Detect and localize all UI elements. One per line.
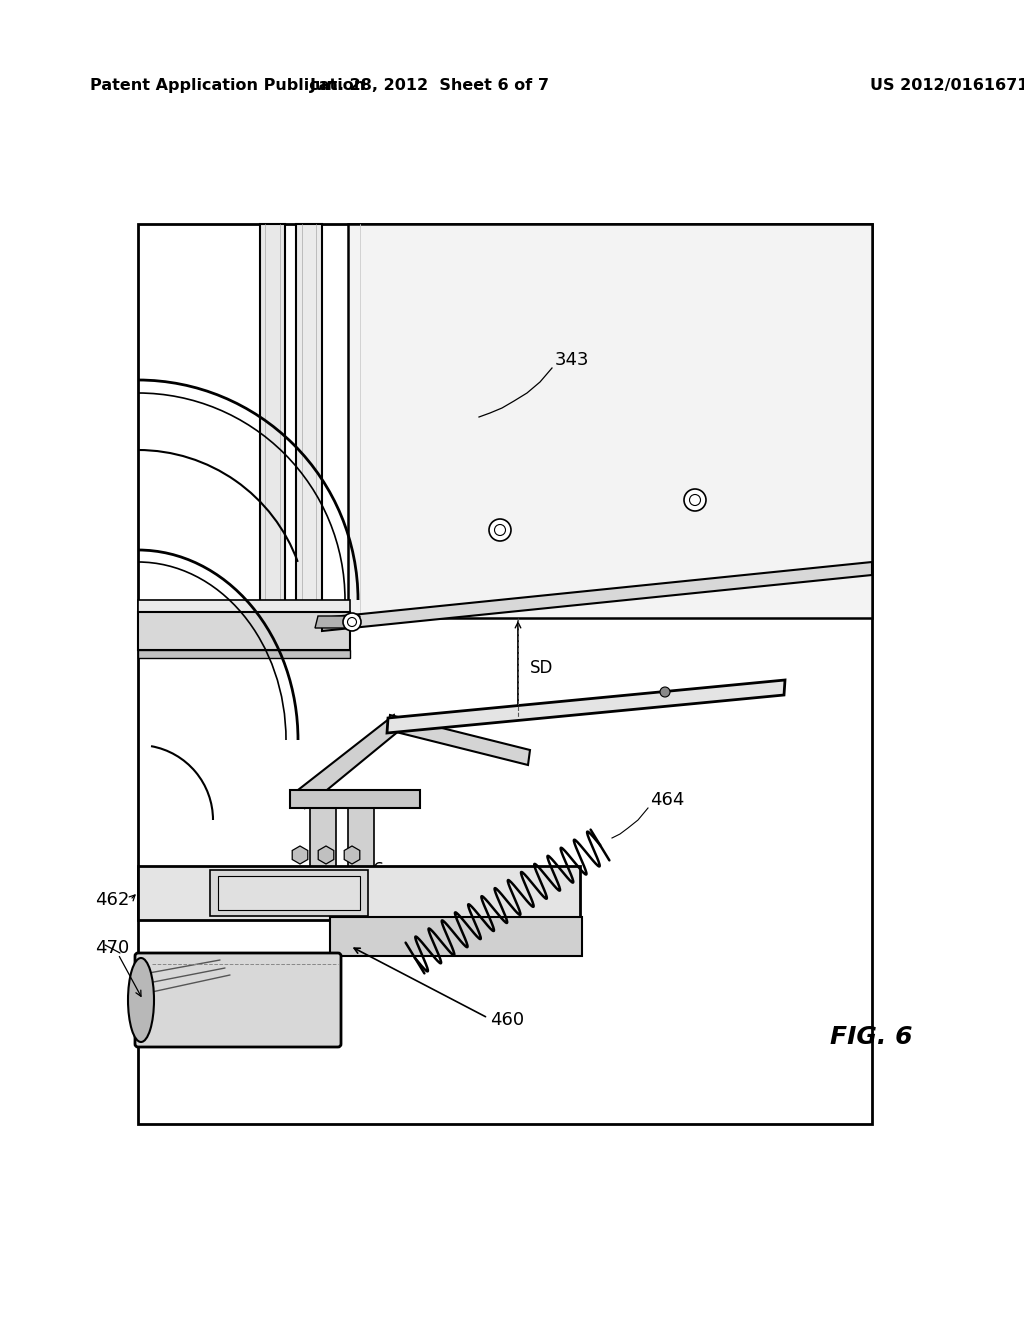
Polygon shape [218,876,360,909]
Text: 466: 466 [350,861,384,879]
Polygon shape [260,224,285,618]
Text: FIG. 6: FIG. 6 [830,1026,912,1049]
Polygon shape [348,224,872,618]
Polygon shape [388,715,530,766]
Text: 464: 464 [650,791,684,809]
Polygon shape [210,870,368,916]
Polygon shape [318,846,334,865]
Text: 470: 470 [95,939,129,957]
Polygon shape [344,846,359,865]
Circle shape [343,612,361,631]
Text: 343: 343 [555,351,590,370]
Bar [138,224,872,1125]
Polygon shape [290,789,420,808]
Text: 462: 462 [95,891,129,909]
Text: Jun. 28, 2012  Sheet 6 of 7: Jun. 28, 2012 Sheet 6 of 7 [310,78,550,92]
Polygon shape [138,601,350,612]
Circle shape [660,686,670,697]
Text: Patent Application Publication: Patent Application Publication [90,78,366,92]
Text: US 2012/0161671 A1: US 2012/0161671 A1 [870,78,1024,92]
Polygon shape [348,808,374,870]
Polygon shape [310,808,336,870]
Polygon shape [315,616,360,628]
Ellipse shape [128,958,154,1041]
Circle shape [489,519,511,541]
Polygon shape [330,917,582,956]
Polygon shape [138,612,350,649]
FancyBboxPatch shape [135,953,341,1047]
Polygon shape [138,866,580,920]
Text: 460: 460 [490,1011,524,1030]
Polygon shape [322,562,872,631]
Text: SD: SD [530,659,553,677]
Polygon shape [292,846,308,865]
Polygon shape [296,224,322,618]
Polygon shape [138,649,350,657]
Circle shape [684,488,706,511]
Polygon shape [298,715,400,808]
Polygon shape [387,680,785,733]
